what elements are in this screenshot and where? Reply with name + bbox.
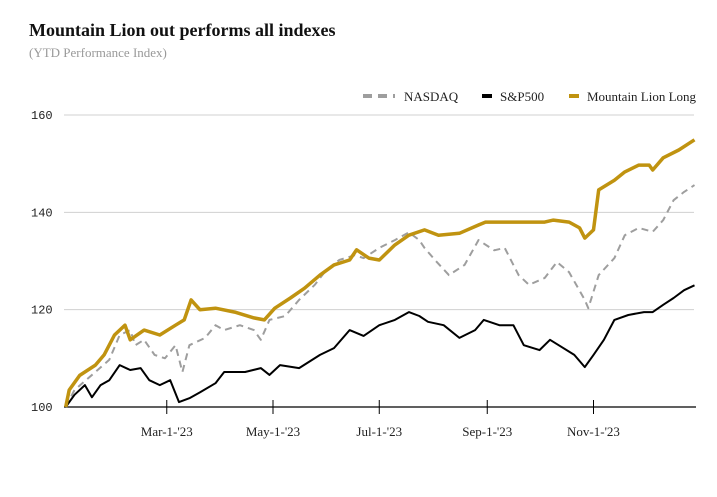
legend: NASDAQ S&P500 Mountain Lion Long [363, 89, 697, 104]
series-line-s-p500 [64, 284, 695, 408]
series-line-nasdaq [64, 184, 696, 408]
y-tick-label: 120 [31, 304, 53, 318]
x-tick-label: Sep-1-'23 [462, 424, 512, 439]
x-tick-label: Nov-1-'23 [567, 424, 620, 439]
x-tick-label: Jul-1-'23 [356, 424, 402, 439]
y-tick-label: 160 [31, 109, 53, 123]
x-tick-label: May-1-'23 [246, 424, 300, 439]
axes: 100 120 140 160 Mar-1-'23 May-1-'23 Jul-1-'23 S… [31, 109, 696, 439]
chart-title: Mountain Lion out performs all indexes [29, 20, 336, 40]
y-tick-label: 100 [31, 401, 53, 415]
series-lines [63, 138, 696, 408]
x-tick-label: Mar-1-'23 [141, 424, 193, 439]
gridlines [64, 114, 694, 311]
legend-label: NASDAQ [404, 89, 459, 104]
legend-label: S&P500 [500, 89, 544, 104]
legend-label: Mountain Lion Long [587, 89, 697, 104]
series-line-mountain-lion-long [63, 138, 696, 408]
chart-subtitle: (YTD Performance Index) [29, 45, 167, 60]
y-tick-label: 140 [31, 206, 53, 220]
